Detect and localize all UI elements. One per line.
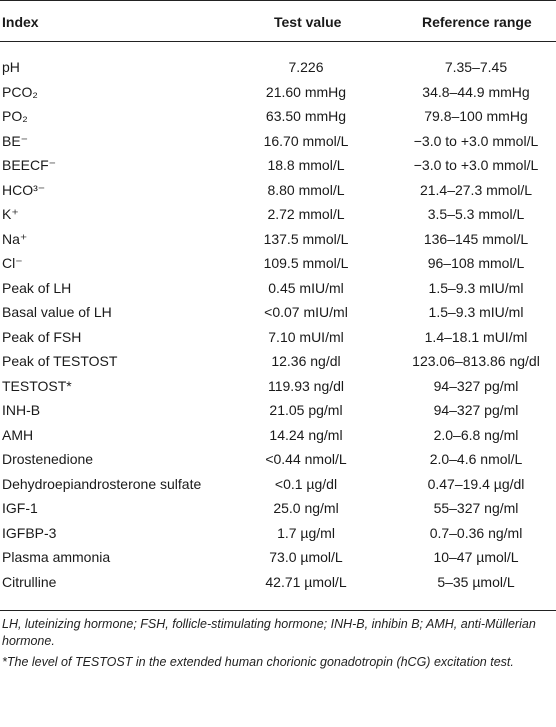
row-reference-range: 55–327 ng/ml [433, 500, 519, 516]
row-test-value: 109.5 mmol/L [263, 255, 349, 271]
header-index: Index [2, 14, 39, 30]
table-row: Dehydroepiandrosterone sulfate <0.1 µg/dl… [0, 472, 556, 497]
row-test-value: <0.1 µg/dl [274, 475, 338, 492]
row-reference-range: 10–47 µmol/L [433, 549, 519, 565]
table-row: PCO₂ 21.60 mmHg 34.8–44.9 mmHg [0, 80, 556, 105]
table-row: INH-B 21.05 pg/ml 94–327 pg/ml [0, 398, 556, 423]
row-reference-range: 34.8–44.9 mmHg [422, 83, 530, 100]
table-row: PO₂ 63.50 mmHg 79.8–100 mmHg [0, 104, 556, 129]
row-test-value: <0.44 nmol/L [265, 451, 347, 467]
footnote-abbreviations: LH, luteinizing hormone; FSH, follicle-s… [2, 617, 536, 648]
row-index: IGFBP-3 [2, 524, 57, 541]
table-header: Index Test value Reference range [0, 0, 556, 42]
row-index: AMH [2, 426, 34, 443]
row-reference-range: 0.7–0.36 ng/ml [429, 524, 523, 541]
row-index: Na⁺ [2, 230, 28, 247]
row-reference-range: 1.5–9.3 mIU/ml [428, 304, 524, 320]
table-row: pH 7.226 7.35–7.45 [0, 55, 556, 80]
row-test-value: 73.0 µmol/L [269, 549, 343, 565]
table-row: Peak of LH 0.45 mIU/ml 1.5–9.3 mIU/ml [0, 276, 556, 301]
row-reference-range: 1.5–9.3 mIU/ml [428, 279, 524, 296]
row-test-value: 42.71 µmol/L [265, 573, 347, 590]
row-test-value: <0.07 mIU/ml [264, 304, 348, 320]
row-index: INH-B [2, 402, 41, 418]
row-reference-range: 94–327 pg/ml [433, 377, 519, 394]
row-test-value: 7.10 mUI/ml [268, 328, 344, 345]
row-test-value: 16.70 mmol/L [263, 132, 349, 149]
table-row: K⁺ 2.72 mmol/L 3.5–5.3 mmol/L [0, 202, 556, 227]
row-test-value: 7.226 [288, 59, 324, 75]
row-test-value: 8.80 mmol/L [267, 181, 345, 198]
row-index: Peak of LH [2, 279, 72, 296]
table-row: Basal value of LH <0.07 mIU/ml 1.5–9.3 mIU… [0, 300, 556, 325]
row-test-value: 119.93 ng/dl [267, 377, 345, 394]
row-test-value: 21.05 pg/ml [269, 402, 343, 418]
row-reference-range: 96–108 mmol/L [427, 255, 525, 271]
table-row: Citrulline 42.71 µmol/L 5–35 µmol/L [0, 570, 556, 595]
row-reference-range: 2.0–6.8 ng/ml [433, 426, 519, 443]
table-row: Cl⁻ 109.5 mmol/L 96–108 mmol/L [0, 251, 556, 276]
table-row: HCO³⁻ 8.80 mmol/L 21.4–27.3 mmol/L [0, 178, 556, 203]
row-test-value: 1.7 µg/ml [277, 524, 335, 541]
row-index: Plasma ammonia [2, 549, 111, 565]
header-reference-range: Reference range [422, 14, 532, 30]
table-row: AMH 14.24 ng/ml 2.0–6.8 ng/ml [0, 423, 556, 448]
header-test-value: Test value [274, 14, 342, 30]
table-row: Plasma ammonia 73.0 µmol/L 10–47 µmol/L [0, 545, 556, 570]
row-index: TESTOST* [2, 377, 72, 394]
row-test-value: 63.50 mmHg [265, 108, 347, 124]
footnote-testost: *The level of TESTOST in the extended hu… [2, 655, 514, 669]
row-test-value: 21.60 mmHg [265, 83, 347, 100]
row-index: Peak of FSH [2, 328, 82, 345]
row-index: Dehydroepiandrosterone sulfate [2, 475, 202, 492]
row-reference-range: 2.0–4.6 nmol/L [429, 451, 523, 467]
table-footnotes: LH, luteinizing hormone; FSH, follicle-s… [2, 616, 552, 676]
table-row: TESTOST* 119.93 ng/dl 94–327 pg/ml [0, 374, 556, 399]
row-index: Peak of TESTOST [2, 353, 118, 369]
row-reference-range: 7.35–7.45 [444, 59, 508, 75]
row-index: PO₂ [2, 108, 28, 124]
row-reference-range: 0.47–19.4 µg/dl [427, 475, 525, 492]
row-index: HCO³⁻ [2, 181, 46, 198]
table-row: IGF-1 25.0 ng/ml 55–327 ng/ml [0, 496, 556, 521]
row-index: pH [2, 59, 20, 75]
row-index: K⁺ [2, 206, 19, 222]
row-reference-range: 136–145 mmol/L [423, 230, 529, 247]
table-row: Peak of TESTOST 12.36 ng/dl 123.06–813.86 … [0, 349, 556, 374]
row-reference-range: 123.06–813.86 ng/dl [412, 353, 540, 369]
row-test-value: 14.24 ng/ml [269, 426, 343, 443]
row-test-value: 25.0 ng/ml [273, 500, 339, 516]
row-test-value: 2.72 mmol/L [267, 206, 345, 222]
row-reference-range: −3.0 to +3.0 mmol/L [413, 157, 539, 173]
table-bottom-rule [0, 610, 556, 611]
table-row: BEECF⁻ 18.8 mmol/L −3.0 to +3.0 mmol/L [0, 153, 556, 178]
row-reference-range: 1.4–18.1 mUI/ml [424, 328, 528, 345]
row-reference-range: 79.8–100 mmHg [424, 108, 528, 124]
row-reference-range: 94–327 pg/ml [433, 402, 519, 418]
row-index: Drostenedione [2, 451, 94, 467]
row-test-value: 18.8 mmol/L [267, 157, 345, 173]
row-index: BEECF⁻ [2, 157, 57, 173]
table-row: IGFBP-3 1.7 µg/ml 0.7–0.36 ng/ml [0, 521, 556, 546]
row-test-value: 0.45 mIU/ml [268, 279, 344, 296]
row-index: Citrulline [2, 573, 57, 590]
row-reference-range: 3.5–5.3 mmol/L [427, 206, 525, 222]
row-reference-range: −3.0 to +3.0 mmol/L [413, 132, 539, 149]
row-index: BE⁻ [2, 132, 29, 149]
row-index: PCO₂ [2, 83, 38, 100]
row-reference-range: 21.4–27.3 mmol/L [419, 181, 533, 198]
table-row: Na⁺ 137.5 mmol/L 136–145 mmol/L [0, 227, 556, 252]
row-index: IGF-1 [2, 500, 38, 516]
table-row: Drostenedione <0.44 nmol/L 2.0–4.6 nmol/L [0, 447, 556, 472]
table-row: Peak of FSH 7.10 mUI/ml 1.4–18.1 mUI/ml [0, 325, 556, 350]
row-index: Cl⁻ [2, 255, 23, 271]
table-body: pH 7.226 7.35–7.45 PCO₂ 21.60 mmHg 34.8–44.9 … [0, 55, 556, 594]
table-row: BE⁻ 16.70 mmol/L −3.0 to +3.0 mmol/L [0, 129, 556, 154]
row-test-value: 137.5 mmol/L [263, 230, 349, 247]
row-reference-range: 5–35 µmol/L [437, 573, 515, 590]
row-index: Basal value of LH [2, 304, 112, 320]
row-test-value: 12.36 ng/dl [271, 353, 341, 369]
